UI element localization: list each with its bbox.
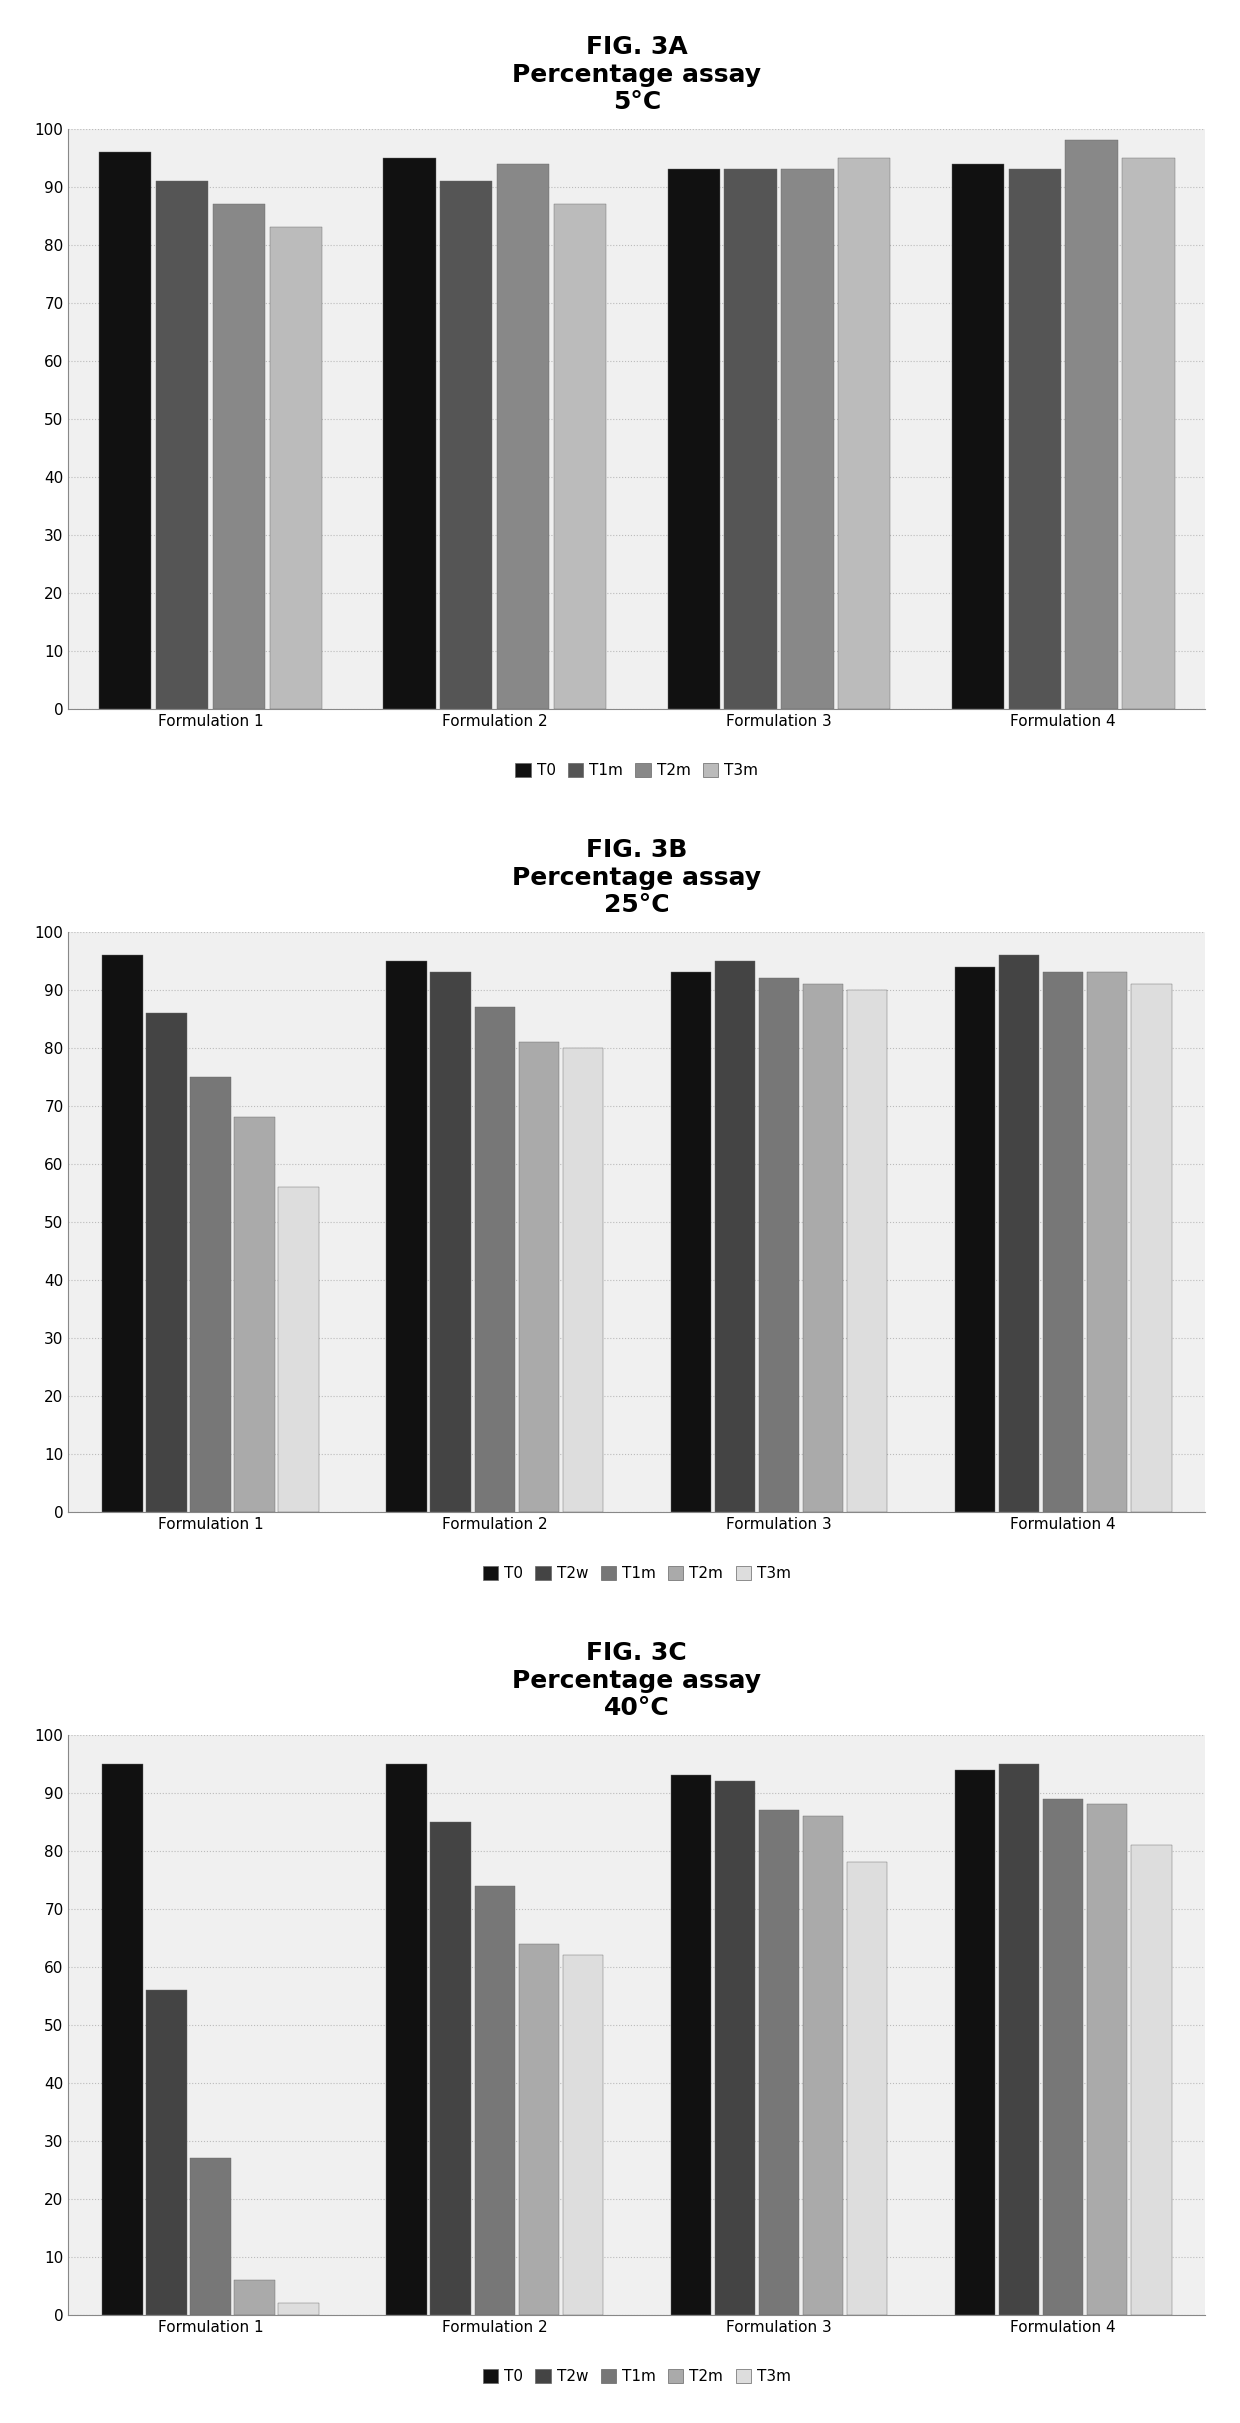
Bar [1087, 1805, 1127, 2314]
Bar [802, 984, 843, 1512]
Bar [518, 1042, 559, 1512]
Bar [1008, 170, 1061, 710]
Title: FIG. 3C
Percentage assay
40°C: FIG. 3C Percentage assay 40°C [512, 1640, 761, 1720]
Bar [847, 1863, 888, 2314]
Bar [1065, 141, 1117, 710]
Title: FIG. 3B
Percentage assay
25°C: FIG. 3B Percentage assay 25°C [512, 838, 761, 918]
Bar [781, 170, 833, 710]
Bar [146, 1013, 187, 1512]
Bar [955, 967, 996, 1512]
Bar [497, 165, 549, 710]
Bar [475, 1885, 515, 2314]
Legend: T0, T2w, T1m, T2m, T3m: T0, T2w, T1m, T2m, T3m [476, 1560, 797, 1587]
Bar [1131, 984, 1172, 1512]
Bar [430, 1822, 471, 2314]
Bar [518, 1943, 559, 2314]
Legend: T0, T2w, T1m, T2m, T3m: T0, T2w, T1m, T2m, T3m [476, 2362, 797, 2392]
Bar [802, 1817, 843, 2314]
Bar [102, 955, 143, 1512]
Bar [156, 182, 208, 710]
Bar [671, 972, 711, 1512]
Bar [714, 1781, 755, 2314]
Bar [190, 1076, 231, 1512]
Bar [563, 1955, 603, 2314]
Bar [952, 165, 1004, 710]
Bar [999, 955, 1039, 1512]
Bar [102, 1764, 143, 2314]
Bar [234, 2280, 275, 2314]
Bar [955, 1769, 996, 2314]
Bar [999, 1764, 1039, 2314]
Bar [146, 1989, 187, 2314]
Bar [234, 1117, 275, 1512]
Title: FIG. 3A
Percentage assay
5°C: FIG. 3A Percentage assay 5°C [512, 34, 761, 114]
Bar [1122, 157, 1174, 710]
Bar [667, 170, 720, 710]
Bar [759, 1810, 800, 2314]
Bar [1087, 972, 1127, 1512]
Bar [714, 962, 755, 1512]
Bar [554, 204, 606, 710]
Bar [1131, 1844, 1172, 2314]
Legend: T0, T1m, T2m, T3m: T0, T1m, T2m, T3m [510, 756, 765, 785]
Bar [475, 1008, 515, 1512]
Bar [1043, 1798, 1084, 2314]
Bar [430, 972, 471, 1512]
Bar [387, 1764, 427, 2314]
Bar [759, 979, 800, 1512]
Bar [563, 1047, 603, 1512]
Bar [269, 228, 322, 710]
Bar [847, 991, 888, 1512]
Bar [440, 182, 492, 710]
Bar [838, 157, 890, 710]
Bar [1043, 972, 1084, 1512]
Bar [671, 1776, 711, 2314]
Bar [279, 2304, 319, 2314]
Bar [724, 170, 776, 710]
Bar [279, 1187, 319, 1512]
Bar [213, 204, 265, 710]
Bar [387, 962, 427, 1512]
Bar [99, 153, 151, 710]
Bar [383, 157, 435, 710]
Bar [190, 2159, 231, 2314]
